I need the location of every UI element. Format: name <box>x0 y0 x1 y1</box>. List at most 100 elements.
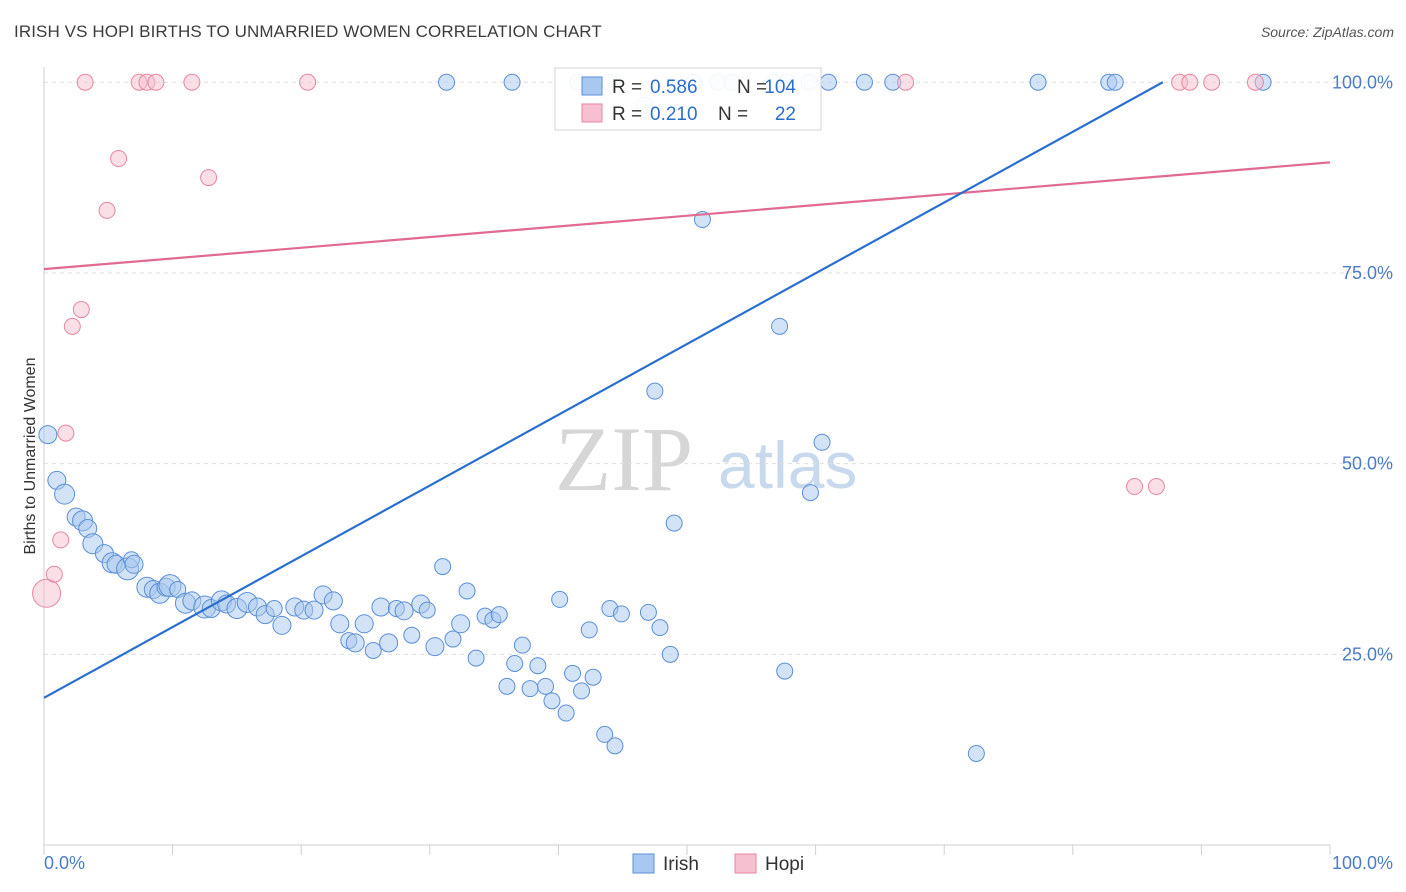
irish-point <box>394 601 414 621</box>
irish-point <box>771 317 789 335</box>
irish-point <box>521 680 539 698</box>
y-axis-title: Births to Unmarried Women <box>22 357 39 554</box>
y-tick-labels: 25.0% 50.0% 75.0% 100.0% <box>1332 72 1393 664</box>
irish-point <box>458 582 476 600</box>
hopi-point <box>1246 73 1264 91</box>
irish-point <box>451 614 471 634</box>
irish-point <box>646 382 664 400</box>
irish-point <box>819 73 837 91</box>
y-tick-label: 25.0% <box>1342 644 1393 664</box>
hopi-point <box>147 73 165 91</box>
irish-point <box>551 590 569 608</box>
irish-point <box>304 600 324 620</box>
hopi-n-value: 22 <box>775 104 796 125</box>
y-tick-label: 100.0% <box>1332 72 1393 92</box>
hopi-point <box>183 73 201 91</box>
hopi-point <box>897 73 915 91</box>
irish-point <box>506 654 524 672</box>
hopi-point <box>57 424 75 442</box>
irish-point <box>776 662 794 680</box>
y-tick-label: 75.0% <box>1342 263 1393 283</box>
irish-r-value: 0.586 <box>650 77 698 98</box>
hopi-r-label: R = <box>612 104 642 125</box>
irish-point <box>651 619 669 637</box>
hopi-r-value: 0.210 <box>650 104 698 125</box>
x-tick-label-min: 0.0% <box>44 853 85 873</box>
legend-hopi-swatch <box>734 853 757 874</box>
irish-point <box>855 73 873 91</box>
legend-irish-label: Irish <box>663 854 699 875</box>
irish-point <box>543 692 561 710</box>
irish-point <box>813 433 831 451</box>
irish-point <box>265 600 283 618</box>
irish-point <box>661 645 679 663</box>
irish-point <box>801 484 819 502</box>
irish-point <box>272 615 292 635</box>
irish-point <box>467 649 485 667</box>
hopi-point <box>63 317 81 335</box>
hopi-point <box>52 531 70 549</box>
irish-point <box>330 614 350 634</box>
hopi-point <box>110 150 128 168</box>
irish-r-label: R = <box>612 77 642 98</box>
watermark-zip: ZIP <box>555 408 693 510</box>
irish-point <box>573 682 591 700</box>
irish-point <box>557 704 575 722</box>
irish-point <box>490 606 508 624</box>
hopi-point <box>200 169 218 187</box>
hopi-point <box>72 301 90 319</box>
watermark-atlas: atlas <box>718 428 857 502</box>
hopi-point <box>76 73 94 91</box>
irish-legend-swatch <box>581 76 603 96</box>
hopi-point <box>45 565 63 583</box>
irish-point <box>537 677 555 695</box>
hopi-point <box>1181 73 1199 91</box>
irish-point <box>665 514 683 532</box>
irish-point <box>967 744 985 762</box>
irish-point <box>596 725 614 743</box>
hopi-point <box>32 578 62 608</box>
series-legend: Irish Hopi <box>632 853 804 875</box>
gridlines <box>44 81 1393 655</box>
stats-legend: R = 0.586 N = 104 R = 0.210 N = 22 <box>554 67 822 131</box>
irish-n-value: 104 <box>764 77 796 98</box>
irish-point <box>529 657 547 675</box>
irish-point <box>323 591 343 611</box>
irish-point <box>606 737 624 755</box>
chart-title: IRISH VS HOPI BIRTHS TO UNMARRIED WOMEN … <box>14 22 602 41</box>
y-tick-label: 50.0% <box>1342 454 1393 474</box>
irish-point <box>364 642 382 659</box>
hopi-point <box>1126 478 1144 496</box>
trendlines <box>43 81 1331 699</box>
irish-point <box>612 605 630 623</box>
legend-hopi-label: Hopi <box>765 854 804 875</box>
irish-point <box>1029 73 1047 91</box>
irish-point <box>639 603 657 621</box>
source-credit: Source: ZipAtlas.com <box>1260 24 1394 40</box>
irish-point <box>371 597 391 617</box>
irish-point <box>498 677 516 695</box>
irish-point <box>418 601 436 619</box>
irish-point <box>425 637 445 657</box>
irish-point <box>444 630 462 648</box>
irish-point <box>345 633 365 653</box>
irish-point <box>438 73 456 91</box>
hopi-series <box>32 73 1264 608</box>
hopi-point <box>1147 478 1165 496</box>
irish-point <box>580 621 598 639</box>
irish-n-label: N = <box>737 77 767 98</box>
irish-point <box>584 668 602 686</box>
hopi-point <box>1203 73 1221 91</box>
irish-point <box>564 664 582 682</box>
irish-point <box>38 425 58 445</box>
irish-point <box>1106 73 1124 91</box>
irish-point <box>379 633 399 653</box>
irish-point <box>354 614 374 634</box>
irish-point <box>513 636 531 654</box>
legend-irish-swatch <box>632 853 655 874</box>
irish-trendline <box>43 81 1164 699</box>
x-tick-label-max: 100.0% <box>1332 853 1393 873</box>
irish-point <box>503 73 521 91</box>
hopi-point <box>299 73 317 91</box>
